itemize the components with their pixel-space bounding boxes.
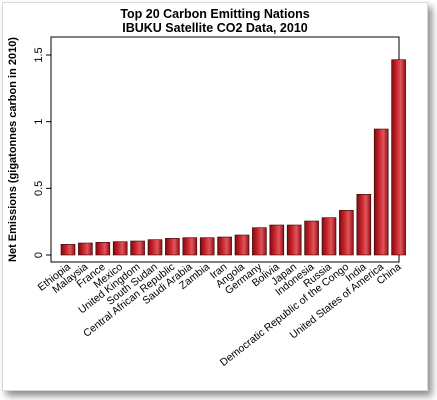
bar-5 — [130, 240, 145, 256]
bar-7 — [165, 238, 180, 256]
y-tick-label: 0.5 — [33, 181, 45, 196]
bar-15 — [304, 220, 319, 256]
bar-11 — [234, 234, 250, 256]
bar-12 — [252, 227, 267, 256]
bar-3 — [95, 242, 111, 256]
bar-9 — [199, 237, 215, 256]
bar-6 — [147, 239, 163, 256]
bar-19 — [373, 128, 389, 256]
bar-8 — [182, 237, 198, 256]
chart-subtitle: IBUKU Satellite CO2 Data, 2010 — [122, 21, 308, 35]
y-axis-label: Net Emissions (gigatonnes carbon in 2010… — [7, 37, 19, 262]
bar-1 — [60, 244, 76, 256]
bar-10 — [217, 236, 232, 256]
y-tick-label: 1.5 — [33, 47, 45, 62]
bar-2 — [78, 242, 93, 256]
bar-18 — [356, 194, 372, 256]
y-tick-label: 1 — [33, 119, 45, 125]
bar-chart: 0 0.5 1 1.5 Net Emissions (gigatonnes carbon… — [7, 36, 406, 369]
y-tick-label: 0 — [33, 252, 45, 258]
chart-title: Top 20 Carbon Emitting Nations — [120, 7, 310, 21]
bar-16 — [321, 217, 337, 256]
bar-14 — [286, 224, 302, 256]
bar-13 — [269, 224, 285, 256]
bar-4 — [112, 241, 128, 256]
bar-20 — [391, 59, 406, 256]
chart-frame: Top 20 Carbon Emitting Nations IBUKU Sat… — [2, 2, 428, 391]
bar-17 — [339, 210, 354, 256]
